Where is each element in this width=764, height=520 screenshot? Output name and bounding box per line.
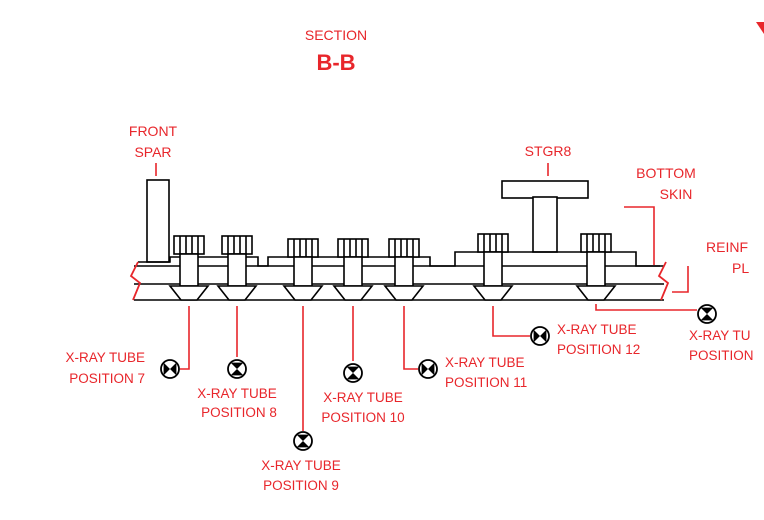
section-title: SECTION — [305, 27, 367, 43]
stringer-web — [532, 196, 558, 253]
tube-9-line2: POSITION 9 — [263, 478, 339, 493]
reinf-label-2: PL — [732, 260, 749, 276]
break-left-icon — [129, 261, 142, 301]
tube-12-line2: POSITION 12 — [557, 342, 640, 357]
section-id: B-B — [316, 50, 355, 75]
fastener-pos-13 — [575, 233, 617, 301]
xray-tube-icon — [227, 359, 247, 379]
tube-8-line1: X-RAY TUBE — [197, 386, 277, 401]
fastener-pos-11 — [383, 238, 425, 301]
front-spar-label-1: FRONT — [129, 123, 178, 139]
tube-13-line2: POSITION — [689, 348, 754, 363]
tube-13-line1: X-RAY TU — [689, 328, 751, 343]
tube-9-line1: X-RAY TUBE — [261, 458, 341, 473]
tube-10-line1: X-RAY TUBE — [323, 390, 403, 405]
reinf-label-1: REINF — [706, 239, 748, 255]
stringer-flange — [501, 180, 589, 199]
xray-tube-icon — [293, 431, 313, 451]
tube-11-line2: POSITION 11 — [445, 375, 527, 390]
front-spar-label-2: SPAR — [134, 144, 171, 160]
xray-tube-icon — [697, 304, 717, 324]
fastener-pos-8 — [216, 235, 258, 301]
leader-pos-12 — [492, 306, 530, 337]
leader-pos-13 — [595, 304, 697, 311]
bottom-skin-label-1: BOTTOM — [636, 165, 696, 181]
tube-12-line1: X-RAY TUBE — [557, 322, 637, 337]
front-spar-web — [146, 179, 170, 263]
fastener-pos-7 — [168, 235, 210, 301]
tube-11-line1: X-RAY TUBE — [445, 355, 525, 370]
xray-tube-icon — [343, 363, 363, 383]
tube-10-line2: POSITION 10 — [321, 410, 404, 425]
xray-tube-icon — [160, 359, 180, 379]
bottom-skin-label-2: SKIN — [660, 186, 693, 202]
break-right-icon — [657, 261, 670, 301]
tube-8-line2: POSITION 8 — [201, 405, 277, 420]
corner-arrow-icon — [756, 22, 764, 34]
stringer-label: STGR8 — [525, 143, 572, 159]
leader-pos-7 — [180, 306, 190, 370]
fastener-pos-10 — [332, 238, 374, 301]
fastener-pos-12 — [472, 233, 514, 301]
tube-7-line2: POSITION 7 — [69, 371, 145, 386]
reinf-leader — [672, 266, 689, 293]
xray-tube-icon — [530, 326, 550, 346]
tube-7-line1: X-RAY TUBE — [65, 350, 145, 365]
leader-pos-11 — [403, 306, 418, 370]
xray-tube-icon — [418, 359, 438, 379]
fastener-pos-9 — [282, 238, 324, 301]
bottom-skin-leader — [624, 206, 655, 265]
